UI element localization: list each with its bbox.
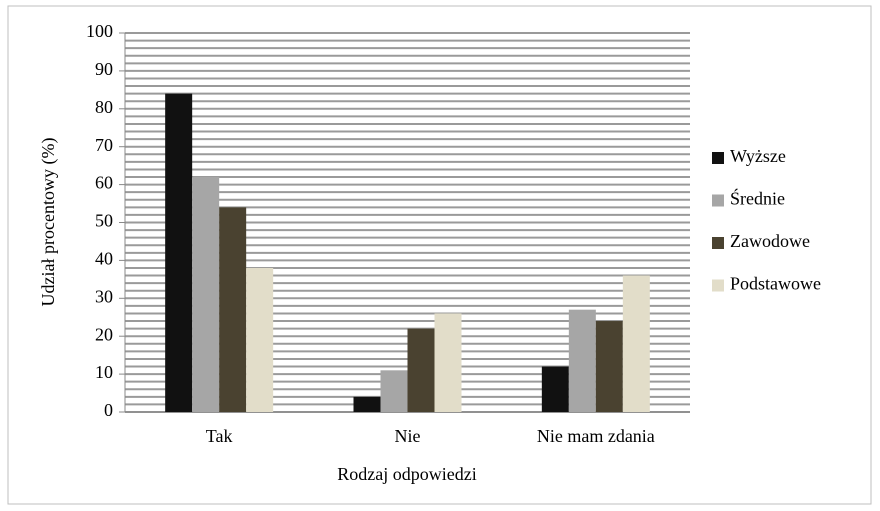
y-axis-label: Udział procentowy (%): [38, 138, 59, 307]
chart-frame: [7, 5, 872, 505]
y-tick-label: 30: [95, 286, 113, 306]
bar: [165, 93, 193, 412]
legend-label: Zawodowe: [730, 231, 810, 251]
y-tick-label: 70: [95, 135, 113, 155]
bar: [595, 321, 623, 412]
legend-label: Średnie: [730, 188, 785, 209]
legend-swatch: [712, 279, 724, 292]
bar: [246, 267, 274, 412]
bar: [541, 366, 569, 412]
y-tick-label: 40: [95, 249, 113, 269]
x-tick-label: Nie mam zdania: [537, 426, 655, 446]
legend-label: Podstawowe: [730, 274, 821, 294]
legend-swatch: [712, 152, 724, 164]
bar: [622, 275, 650, 412]
bar: [380, 370, 408, 412]
y-tick-label: 90: [95, 59, 113, 79]
bar: [192, 177, 220, 412]
y-tick-label: 50: [95, 211, 113, 231]
legend-label: Wyższe: [730, 146, 786, 166]
legend-swatch: [712, 194, 724, 207]
y-tick-label: 10: [95, 362, 113, 382]
x-tick-label: Nie: [395, 426, 421, 446]
x-tick-label: Tak: [206, 426, 233, 446]
bar: [219, 207, 247, 412]
y-tick-label: 20: [95, 324, 113, 344]
bar: [407, 328, 435, 412]
y-tick-label: 60: [95, 173, 113, 193]
bar: [568, 309, 596, 412]
x-axis-label: Rodzaj odpowiedzi: [337, 464, 476, 484]
legend-swatch: [712, 237, 724, 249]
y-tick-label: 80: [95, 97, 113, 117]
y-tick-label: 100: [86, 21, 113, 41]
y-tick-label: 0: [104, 400, 113, 420]
bar: [353, 396, 381, 412]
bar: [434, 313, 462, 412]
